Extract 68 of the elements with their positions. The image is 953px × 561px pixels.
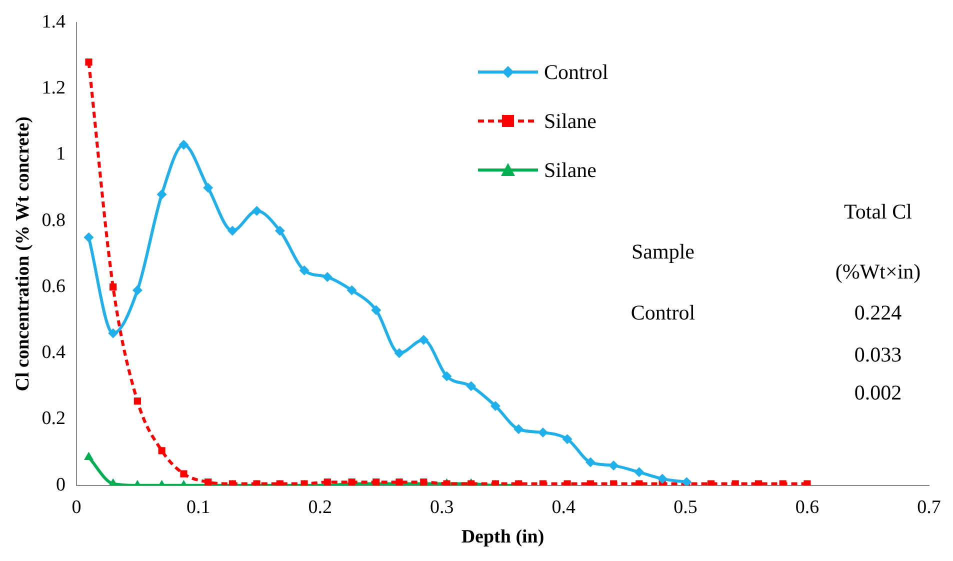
point (657, 474, 668, 484)
y-tick-label: 0.6 (42, 276, 66, 297)
legend-label: Silane (544, 108, 596, 134)
point (180, 470, 188, 478)
point (108, 328, 118, 338)
point (178, 140, 189, 150)
x-tick-label: 0.7 (917, 496, 941, 518)
point (538, 427, 548, 438)
legend-label: Silane (544, 158, 596, 182)
point (562, 434, 572, 444)
y-tick-label: 1.2 (42, 78, 66, 99)
x-tick-label: 0.5 (674, 496, 698, 518)
point (490, 401, 500, 412)
y-axis-title: Cl concentration (% Wt concrete) (12, 116, 34, 392)
point (158, 447, 166, 454)
point (156, 189, 167, 200)
annotation: 0.002 (854, 380, 902, 406)
point (418, 334, 429, 345)
point (274, 226, 285, 236)
point (586, 480, 594, 486)
legend-label: Control (544, 60, 608, 84)
x-tick-label: 0.1 (186, 496, 210, 518)
point (610, 480, 618, 486)
point (564, 480, 571, 486)
point (84, 452, 94, 460)
point (394, 348, 404, 358)
point (442, 371, 452, 382)
point (134, 398, 141, 405)
point (110, 283, 117, 291)
point (322, 272, 332, 282)
annotation: Sample (632, 240, 694, 264)
point (371, 305, 382, 316)
annotation: Total Cl (844, 200, 912, 224)
annotation: 0.033 (854, 342, 902, 368)
point (514, 424, 524, 434)
point (634, 467, 644, 478)
point (732, 480, 739, 486)
y-tick-label: 0.8 (42, 210, 66, 231)
point (539, 480, 546, 486)
annotation: 0.224 (854, 300, 902, 326)
annotation: (%Wt×in) (835, 260, 921, 284)
point (636, 480, 643, 486)
y-tick-label: 1 (56, 144, 66, 165)
x-tick-label: 0.4 (552, 496, 576, 518)
point (203, 182, 214, 193)
point (608, 460, 619, 471)
point (346, 285, 357, 296)
y-tick-label: 0.4 (42, 342, 66, 364)
point (466, 381, 476, 392)
point (585, 457, 596, 468)
point (299, 265, 310, 276)
point (682, 477, 692, 486)
annotation: Control (630, 300, 696, 326)
point (227, 226, 238, 236)
y-tick-label: 0 (56, 474, 66, 496)
x-tick-label: 0.2 (308, 496, 332, 518)
x-tick-label: 0.3 (430, 496, 454, 518)
x-tick-label: 0.6 (795, 496, 820, 518)
point (84, 232, 94, 242)
point (85, 58, 92, 66)
point (779, 480, 786, 486)
point (804, 480, 811, 486)
x-axis-title: Depth (in) (461, 526, 544, 548)
x-tick-label: 0 (72, 496, 82, 518)
point (132, 285, 142, 296)
y-tick-label: 0.2 (42, 408, 66, 430)
point (252, 206, 262, 216)
y-tick-label: 1.4 (42, 11, 66, 32)
